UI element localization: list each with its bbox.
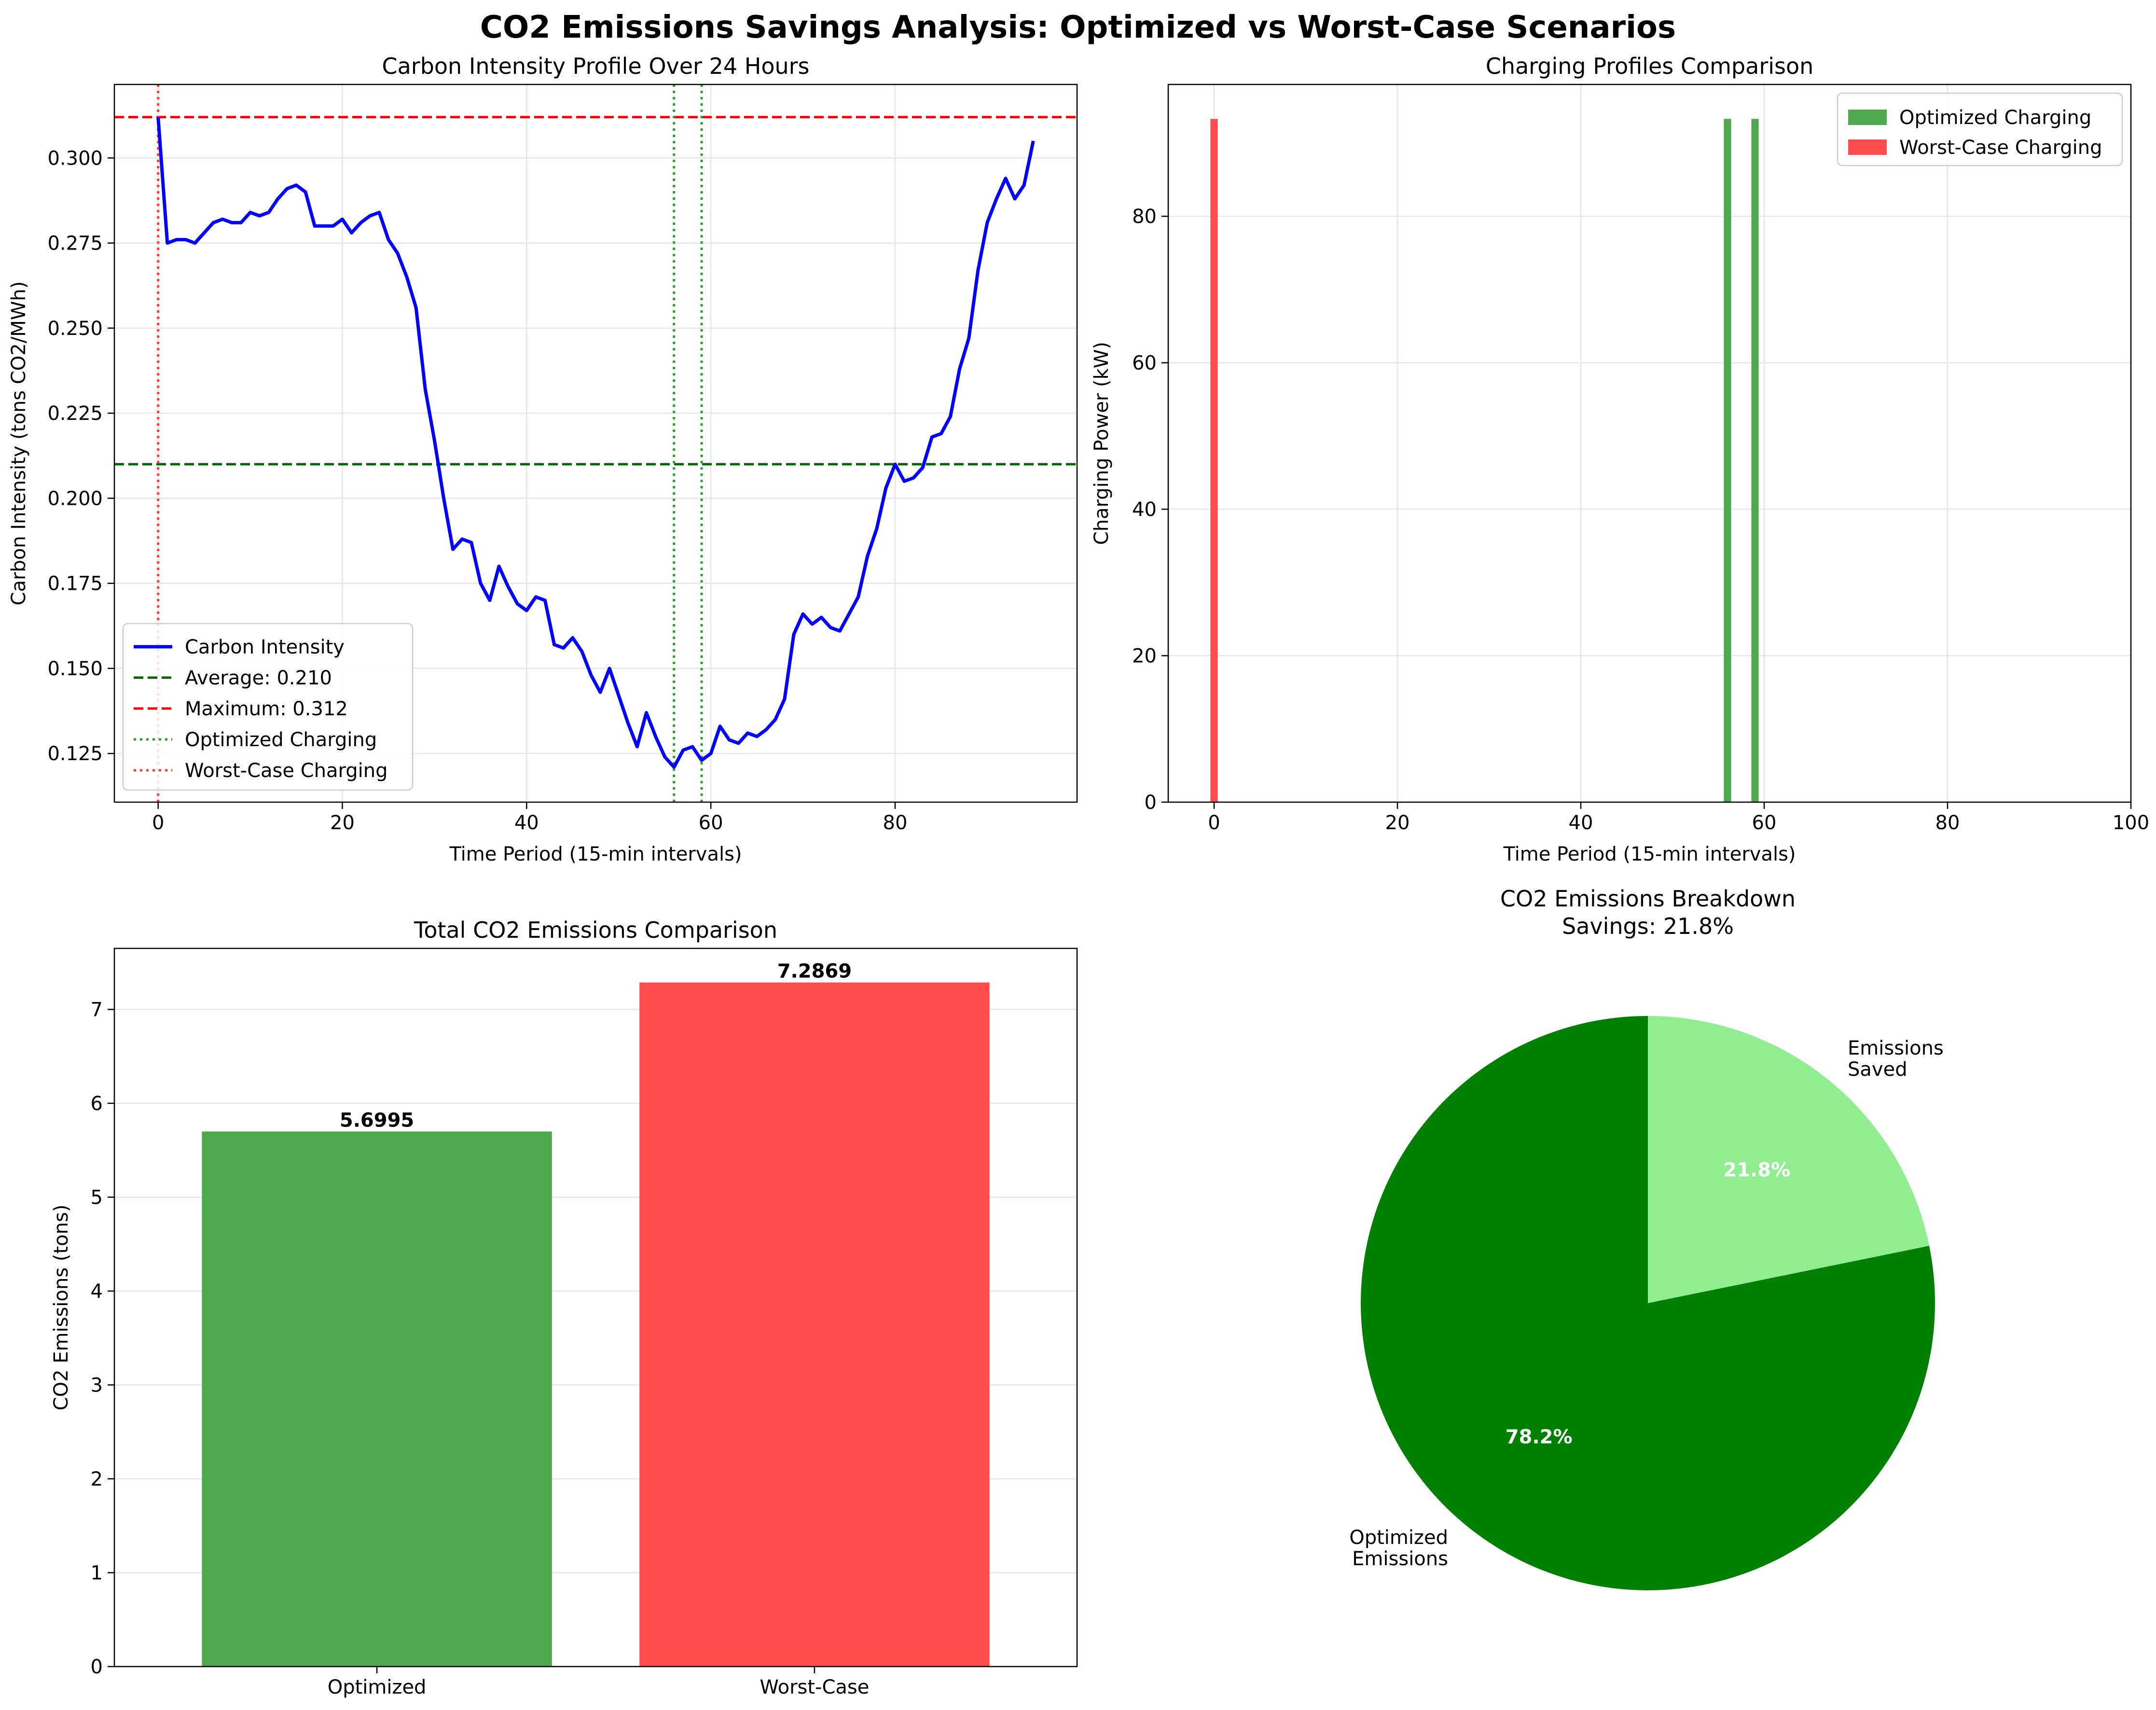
bar-value-label: 5.6995 <box>340 1109 414 1131</box>
axes-frame <box>113 947 1078 1668</box>
legend-label: Optimized Charging <box>1899 107 2091 129</box>
legend-box <box>1837 92 2123 167</box>
y-axis-label: Charging Power (kW) <box>1091 342 1113 545</box>
y-tick-label: 40 <box>1132 499 1157 521</box>
legend-label: Worst-Case Charging <box>185 760 387 782</box>
optimized-charging-bar <box>1724 119 1731 802</box>
y-tick-label: 0.250 <box>47 318 103 340</box>
y-tick-label: 6 <box>91 1093 103 1115</box>
y-tick-label: 2 <box>91 1468 103 1490</box>
y-tick-label: 0.200 <box>47 487 103 510</box>
y-tick-label: 0.150 <box>47 658 103 680</box>
y-axis-label: CO2 Emissions (tons) <box>50 1205 72 1411</box>
legend-label: Worst-Case Charging <box>1899 137 2102 159</box>
panel-subtitle: Savings: 21.8% <box>1562 913 1734 939</box>
y-tick-label: 7 <box>91 999 103 1021</box>
slice-percent-label: 21.8% <box>1723 1159 1790 1182</box>
x-tick-label: 40 <box>514 812 539 834</box>
y-tick-label: 0.275 <box>47 233 103 255</box>
legend-box <box>122 623 414 791</box>
worst-case-total-bar <box>639 982 990 1667</box>
y-tick-label: 0 <box>1145 792 1157 814</box>
slice-label: Optimized Emissions <box>1349 1527 1448 1570</box>
y-tick-label: 0.225 <box>47 403 103 425</box>
axes-frame <box>1167 83 2132 803</box>
panel-title: CO2 Emissions Breakdown <box>1500 886 1796 912</box>
x-tick-label: 80 <box>1935 812 1960 834</box>
panel-title: Charging Profiles Comparison <box>1486 53 1814 79</box>
x-tick-label: 20 <box>1385 812 1410 834</box>
legend: Optimized Charging Worst-Case Charging <box>1837 92 2123 167</box>
y-tick-label: 3 <box>91 1374 103 1396</box>
worst-case-charging-bar <box>1210 119 1218 802</box>
slice-label: Emissions Saved <box>1848 1037 1944 1081</box>
bar-value-label: 7.2869 <box>777 960 852 983</box>
panel-title: Total CO2 Emissions Comparison <box>414 917 777 943</box>
y-tick-label: 20 <box>1132 645 1157 667</box>
total-emissions-panel: 0 1 2 3 4 5 6 7 5.6995 Optimized 7.2869 Worst-Case T… <box>50 917 1078 1698</box>
legend: Carbon Intensity Average: 0.210 Maximum: 0… <box>122 623 414 791</box>
y-tick-label: 0.300 <box>47 147 103 169</box>
charging-profiles-panel: 0 20 40 60 80 100 0 20 40 60 80 Charging Profiles C… <box>1091 53 2149 865</box>
legend-label: Carbon Intensity <box>185 636 345 658</box>
x-tick-label: 60 <box>699 812 723 834</box>
slice-percent-label: 78.2% <box>1506 1426 1573 1448</box>
legend-label: Maximum: 0.312 <box>185 698 348 720</box>
emissions-saved-slice <box>1648 1016 1930 1303</box>
x-tick-label: 40 <box>1569 812 1593 834</box>
legend-label: Optimized Charging <box>185 729 377 751</box>
x-axis-label: Time Period (15-min intervals) <box>449 843 742 865</box>
x-tick-label: Worst-Case <box>760 1676 869 1698</box>
x-axis-label: Time Period (15-min intervals) <box>1503 843 1796 865</box>
x-tick-label: 0 <box>1208 812 1220 834</box>
y-tick-label: 5 <box>91 1186 103 1209</box>
optimized-total-bar <box>202 1131 552 1667</box>
carbon-intensity-panel: 0 20 40 60 80 0.125 0.150 0.175 0.200 0.225 0.250 0… <box>8 53 1078 865</box>
x-tick-label: 80 <box>883 812 908 834</box>
y-tick-label: 4 <box>91 1280 103 1303</box>
panel-title: Carbon Intensity Profile Over 24 Hours <box>382 53 809 79</box>
y-tick-label: 60 <box>1132 352 1157 375</box>
x-tick-label: 100 <box>2113 812 2149 834</box>
x-tick-label: 0 <box>152 812 164 834</box>
y-tick-label: 0.175 <box>47 573 103 595</box>
y-tick-label: 80 <box>1132 206 1157 228</box>
legend-swatch <box>1848 139 1887 155</box>
optimized-charging-bar <box>1751 119 1759 802</box>
x-tick-label: 20 <box>330 812 355 834</box>
axes-frame <box>113 83 1078 803</box>
carbon-intensity-line <box>156 117 1035 769</box>
y-tick-label: 1 <box>91 1562 103 1584</box>
x-tick-label: 60 <box>1752 812 1777 834</box>
figure-title: CO2 Emissions Savings Analysis: Optimize… <box>480 10 1676 45</box>
y-tick-label: 0 <box>91 1656 103 1678</box>
x-tick-label: Optimized <box>328 1676 427 1698</box>
y-axis-label: Carbon Intensity (tons CO2/MWh) <box>8 281 30 606</box>
legend-label: Average: 0.210 <box>185 667 332 689</box>
legend-swatch <box>1848 110 1887 125</box>
y-tick-label: 0.125 <box>47 743 103 765</box>
